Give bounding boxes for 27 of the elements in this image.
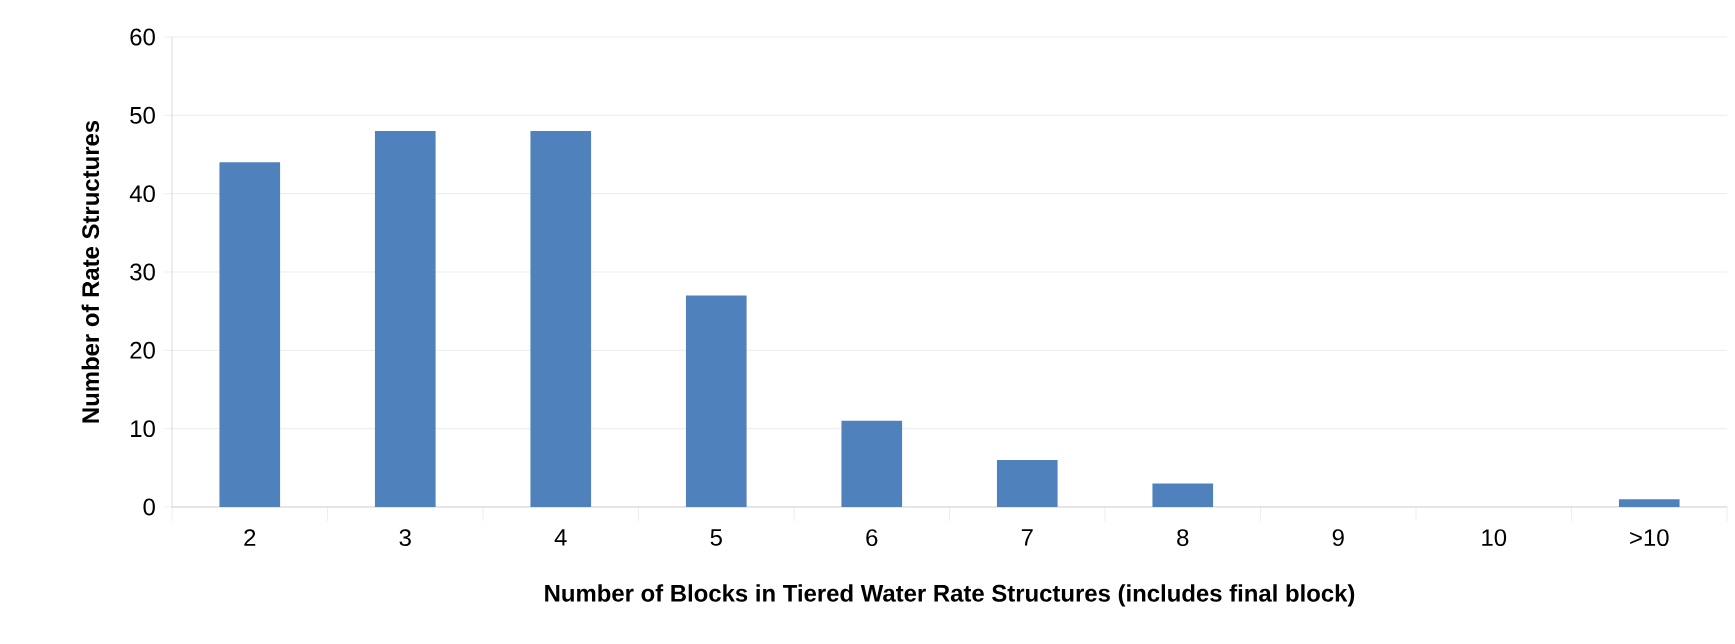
x-tick-label: 3 <box>399 529 411 547</box>
y-tick-label: 0 <box>143 498 155 516</box>
bar <box>1618 499 1680 507</box>
bar <box>685 295 747 507</box>
x-tick-label: 5 <box>710 529 722 546</box>
x-tick-label: >10 <box>1630 529 1669 547</box>
y-tick-label: 10 <box>131 420 155 438</box>
x-tick-label: 10 <box>1482 529 1507 547</box>
y-axis-title: Number of Rate Structures <box>81 120 100 423</box>
x-tick-label: 6 <box>866 529 878 547</box>
y-tick-label: 30 <box>130 263 155 281</box>
y-tick-label: 50 <box>130 106 155 124</box>
y-tick-label: 40 <box>129 185 155 203</box>
bar <box>374 130 436 507</box>
x-tick-label: 7 <box>1021 529 1033 546</box>
y-tick-label: 20 <box>130 341 155 359</box>
bar <box>530 130 592 507</box>
x-tick-label: 8 <box>1177 529 1189 547</box>
bar <box>841 420 903 507</box>
y-tick-label: 60 <box>130 28 155 46</box>
x-tick-label: 2 <box>244 529 256 546</box>
x-tick-label: 9 <box>1332 529 1344 547</box>
x-axis-title: Number of Blocks in Tiered Water Rate Structures (includes final block) <box>545 584 1355 607</box>
bar <box>219 162 281 507</box>
x-tick-label: 4 <box>554 529 567 546</box>
bar <box>996 459 1058 507</box>
bar <box>1152 483 1214 507</box>
